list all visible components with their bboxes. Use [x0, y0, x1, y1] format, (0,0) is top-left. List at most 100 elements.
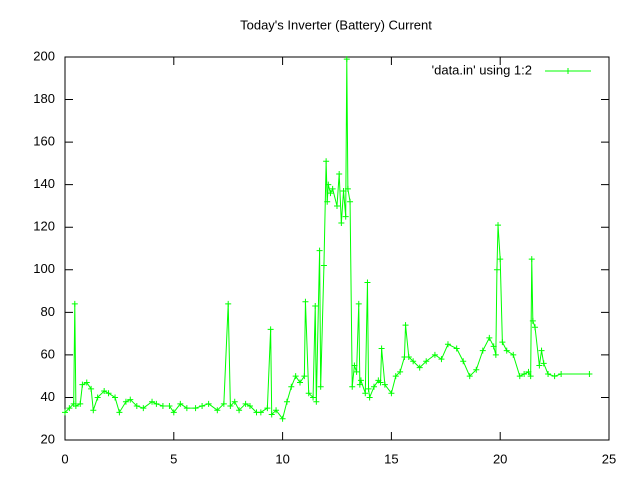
data-point — [301, 373, 308, 380]
data-point — [71, 300, 78, 307]
data-point — [362, 390, 369, 397]
data-point — [486, 334, 493, 341]
data-point — [357, 377, 364, 384]
data-point — [377, 379, 384, 386]
x-tick-label: 15 — [384, 451, 398, 466]
data-point — [325, 181, 332, 188]
data-point — [220, 400, 227, 407]
data-point — [327, 190, 334, 197]
data-point — [370, 383, 377, 390]
y-tick-label: 120 — [33, 219, 55, 234]
data-point — [453, 345, 460, 352]
data-point — [493, 266, 500, 273]
data-point — [344, 185, 351, 192]
data-point — [324, 198, 331, 205]
data-point — [364, 279, 371, 286]
data-point — [510, 351, 517, 358]
data-point — [529, 317, 536, 324]
data-point — [320, 262, 327, 269]
plot-frame — [64, 56, 610, 441]
data-point — [105, 390, 112, 397]
data-point — [490, 343, 497, 350]
data-point — [133, 402, 140, 409]
data-point — [159, 402, 166, 409]
y-tick-label: 200 — [33, 48, 55, 63]
data-point — [431, 351, 438, 358]
data-point — [279, 415, 286, 422]
data-point — [423, 358, 430, 365]
data-point — [313, 398, 320, 405]
data-point — [336, 171, 343, 178]
y-tick-label: 20 — [41, 431, 55, 446]
data-point — [532, 324, 539, 331]
data-line — [64, 59, 590, 420]
legend-label: 'data.in' using 1:2 — [432, 62, 532, 77]
data-point — [525, 368, 532, 375]
data-point — [192, 405, 199, 412]
data-point — [479, 347, 486, 354]
data-point — [323, 158, 330, 165]
data-point — [551, 373, 558, 380]
data-point — [495, 222, 502, 229]
data-point — [199, 402, 206, 409]
data-point — [343, 56, 350, 63]
data-point — [127, 396, 134, 403]
data-point — [183, 405, 190, 412]
data-point — [292, 373, 299, 380]
data-point — [149, 398, 156, 405]
data-point — [410, 358, 417, 365]
data-point — [438, 356, 445, 363]
data-point — [205, 400, 212, 407]
data-point — [528, 256, 535, 263]
data-point — [66, 405, 73, 412]
data-point — [77, 400, 84, 407]
data-point — [503, 347, 510, 354]
data-point — [558, 371, 565, 378]
data-point — [340, 188, 347, 195]
data-point — [88, 385, 95, 392]
data-point — [492, 351, 499, 358]
data-point — [166, 402, 173, 409]
y-tick-label: 60 — [41, 346, 55, 361]
data-point — [538, 347, 545, 354]
data-point — [473, 366, 480, 373]
data-point — [288, 383, 295, 390]
x-tick-label: 20 — [493, 451, 507, 466]
data-point — [72, 402, 79, 409]
data-point — [355, 300, 362, 307]
legend-swatch — [545, 68, 591, 74]
data-point — [444, 341, 451, 348]
data-point — [246, 402, 253, 409]
data-point — [297, 379, 304, 386]
data-point — [112, 394, 119, 401]
x-tick-label: 5 — [170, 451, 177, 466]
data-point — [79, 381, 86, 388]
x-tick-label: 0 — [61, 451, 68, 466]
data-point — [466, 373, 473, 380]
data-point — [521, 371, 528, 378]
data-point — [225, 300, 232, 307]
data-point — [378, 345, 385, 352]
data-point — [153, 400, 160, 407]
data-point — [499, 339, 506, 346]
data-point — [365, 385, 372, 392]
data-point — [236, 407, 243, 414]
data-point — [302, 298, 309, 305]
data-point — [316, 247, 323, 254]
data-point — [536, 362, 543, 369]
data-point — [214, 407, 221, 414]
data-point — [342, 213, 349, 220]
data-point — [83, 379, 90, 386]
data-point — [329, 185, 336, 192]
data-point — [334, 202, 340, 209]
data-point — [586, 371, 593, 378]
y-tick-label: 160 — [33, 134, 55, 149]
data-point — [257, 409, 264, 416]
data-point — [527, 373, 534, 380]
data-point — [227, 402, 234, 409]
data-point — [366, 394, 373, 401]
data-point — [540, 360, 547, 367]
y-tick-label: 40 — [41, 389, 55, 404]
x-tick-label: 25 — [602, 451, 616, 466]
